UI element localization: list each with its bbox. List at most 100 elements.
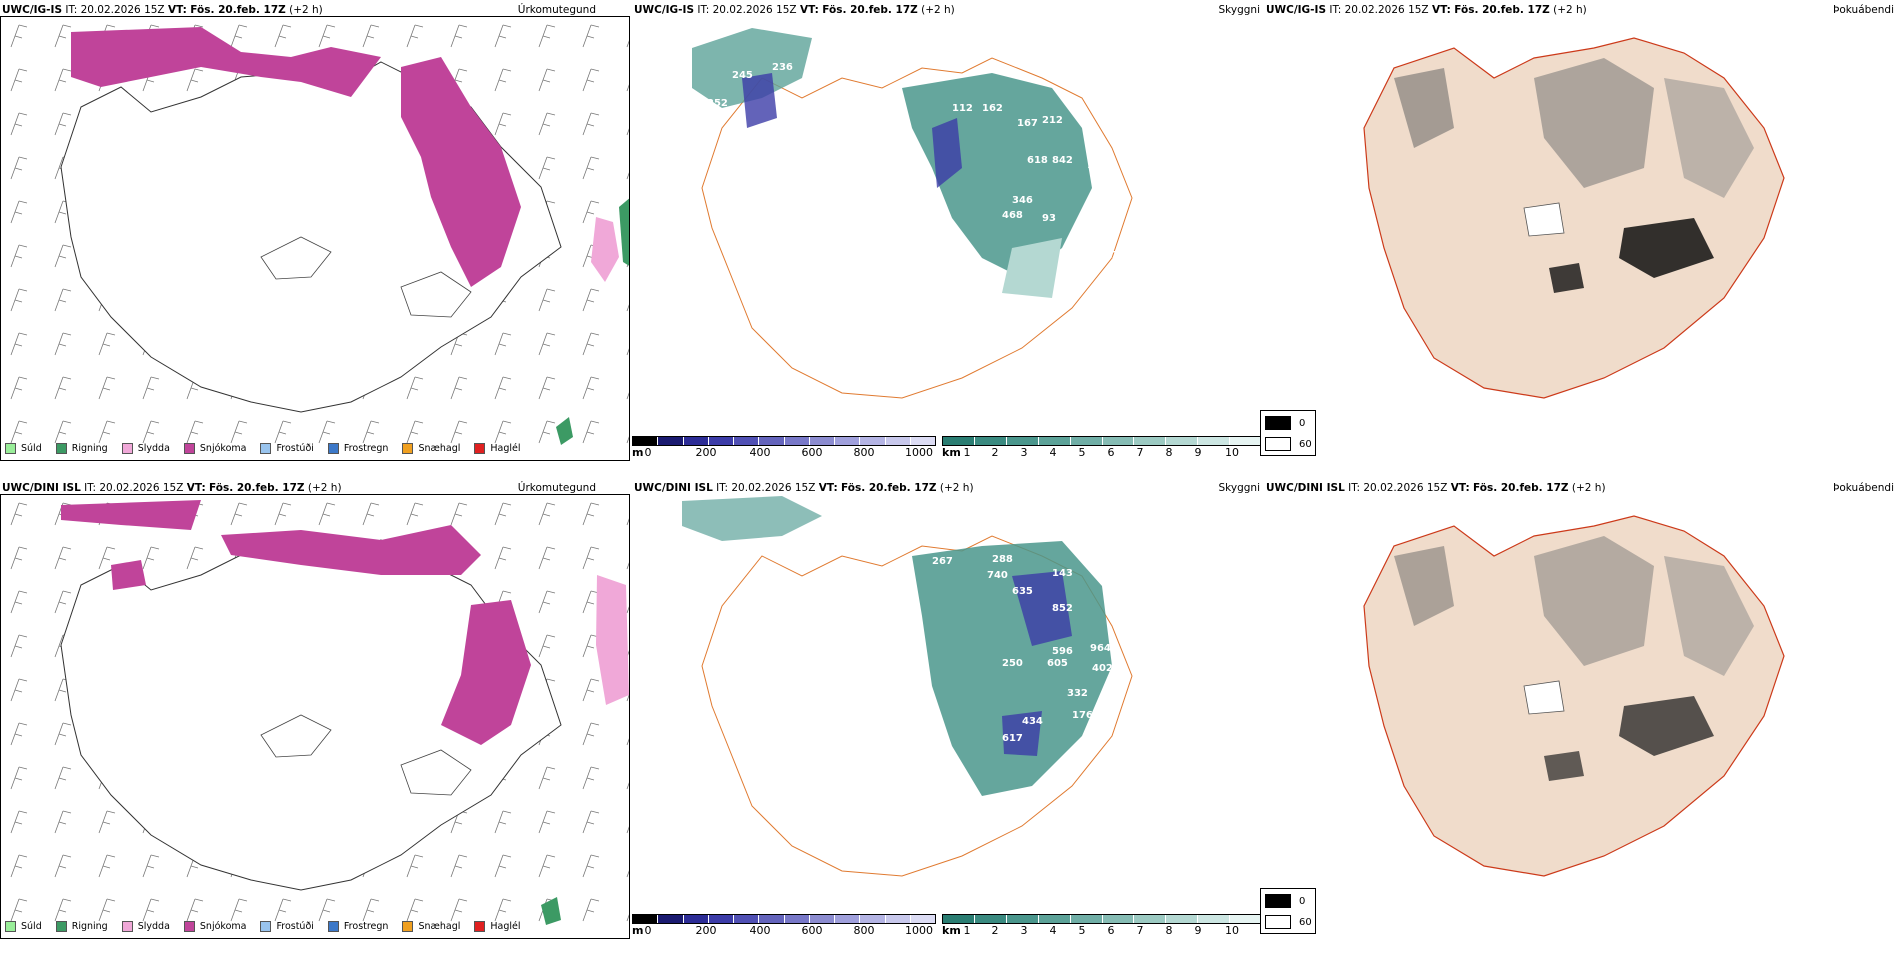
legend-label: Haglél — [490, 920, 521, 932]
legend-item: Snæhagl — [402, 442, 460, 454]
it-label: IT: — [1329, 4, 1342, 16]
legend-swatch — [260, 442, 272, 454]
fog-map — [1363, 515, 1785, 877]
legend-swatch — [55, 920, 67, 932]
tick-label: 1000 — [905, 446, 933, 459]
legend-label: Rigning — [71, 442, 108, 454]
offset-value: (+2 h) — [1553, 4, 1587, 16]
row-ig-is: UWC/IG-IS IT: 20.02.2026 15Z VT: Fös. 20… — [0, 0, 1900, 475]
model-name: UWC/DINI ISL — [1266, 482, 1345, 494]
model-name: UWC/IG-IS — [634, 4, 695, 16]
legend-swatch — [55, 442, 67, 454]
value-label: 267 — [932, 556, 953, 567]
tick-label: 2 — [991, 446, 999, 459]
tick-label: 200 — [695, 446, 717, 459]
rain-area — [619, 198, 629, 266]
legend-item: Frostregn — [327, 920, 388, 932]
glacier-outline — [260, 714, 332, 758]
precip-legend: Súld Rigning Slydda Snjókoma Frostúði Fr… — [5, 917, 521, 935]
vt-label: VT: — [1450, 482, 1470, 494]
model-name: UWC/IG-IS — [1266, 4, 1327, 16]
tick-label: 1 — [963, 924, 971, 937]
panel-header: UWC/DINI ISL IT: 20.02.2026 15Z VT: Fös.… — [1266, 482, 1606, 494]
vt-value: Fös. 20.feb. 17Z — [1454, 4, 1550, 16]
precip-map-frame: Súld Rigning Slydda Snjókoma Frostúði Fr… — [0, 494, 630, 939]
height-colorbar-strip — [632, 914, 936, 924]
fog-key-box: 0 60 — [1260, 410, 1316, 456]
legend-item: Haglél — [474, 442, 521, 454]
legend-swatch — [121, 920, 133, 932]
legend-label: Rigning — [71, 920, 108, 932]
panel-header: UWC/IG-IS IT: 20.02.2026 15Z VT: Fös. 20… — [634, 4, 955, 16]
legend-label: Súld — [21, 442, 42, 454]
low-visibility-area — [1002, 238, 1062, 298]
value-label: 618 — [1027, 155, 1048, 166]
legend-item: Snjókoma — [183, 920, 247, 932]
snow-area — [111, 560, 146, 590]
legend-item: Rigning — [55, 442, 108, 454]
snow-area — [71, 27, 381, 97]
vt-value: Fös. 20.feb. 17Z — [209, 482, 305, 494]
fog-key-row: 0 — [1265, 894, 1305, 908]
legend-swatch — [474, 920, 486, 932]
iceland-coastline — [60, 539, 562, 891]
value-label: 370 — [1072, 258, 1093, 269]
offset-value: (+2 h) — [289, 4, 323, 16]
tick-label: 6 — [1107, 446, 1115, 459]
tick-label: 1 — [963, 446, 971, 459]
fog-indicator-area — [1534, 58, 1654, 188]
model-name: UWC/DINI ISL — [2, 482, 81, 494]
value-label: 245 — [732, 70, 753, 81]
legend-item: Rigning — [55, 920, 108, 932]
value-label: 47 — [1072, 235, 1086, 246]
offset-value: (+2 h) — [939, 482, 974, 494]
visibility-value-labels: 267 288 740 143 635 852 596 964 250 605 … — [932, 554, 1123, 744]
vt-label: VT: — [1431, 4, 1451, 16]
row-dini-isl: UWC/DINI ISL IT: 20.02.2026 15Z VT: Fös.… — [0, 478, 1900, 953]
legend-swatch — [327, 920, 339, 932]
snow-area — [441, 600, 531, 745]
value-label: 162 — [982, 103, 1003, 114]
rain-area — [541, 897, 561, 925]
fog-key-label: 60 — [1299, 438, 1312, 450]
value-label: 635 — [1012, 586, 1033, 597]
low-visibility-area — [692, 28, 812, 108]
legend-item: Frostúði — [260, 442, 314, 454]
tick-label: 600 — [801, 446, 823, 459]
value-label: 156 — [1087, 160, 1108, 171]
fog-indicator-area — [1549, 263, 1584, 293]
legend-item: Snæhagl — [402, 920, 460, 932]
tick-label: 8 — [1165, 924, 1173, 937]
panel-title: Úrkomutegund — [517, 482, 596, 494]
model-name: UWC/IG-IS — [2, 4, 63, 16]
glacier-outline — [1523, 680, 1565, 715]
height-colorbar: m 0 200 400 600 800 1000 — [632, 914, 942, 944]
visibility-panel: UWC/IG-IS IT: 20.02.2026 15Z VT: Fös. 20… — [632, 0, 1264, 475]
tick-label: 400 — [749, 924, 771, 937]
visibility-value-labels: 245 236 252 112 162 167 212 618 842 346 … — [707, 62, 1118, 269]
panel-title: Þokuábendi — [1833, 482, 1894, 494]
it-value: 20.02.2026 15Z — [1344, 4, 1429, 16]
value-label: 288 — [992, 554, 1013, 565]
fog-indicator-area — [1394, 68, 1454, 148]
panel-title: Þokuábendi — [1833, 4, 1894, 16]
fog-key-label: 0 — [1299, 417, 1306, 429]
tick-label: 3 — [1020, 446, 1028, 459]
legend-item: Slydda — [121, 920, 170, 932]
vt-value: Fös. 20.feb. 17Z — [841, 482, 937, 494]
legend-label: Haglél — [490, 442, 521, 454]
tick-label: 10 — [1225, 446, 1239, 459]
tick-label: 4 — [1049, 446, 1057, 459]
legend-item: Súld — [5, 920, 42, 932]
fog-indicator-area — [1544, 751, 1584, 781]
tick-label: 800 — [853, 446, 875, 459]
legend-label: Slydda — [137, 920, 170, 932]
legend-swatch — [5, 442, 16, 454]
it-label: IT: — [697, 4, 710, 16]
low-visibility-area — [682, 496, 822, 541]
value-label: 346 — [1012, 195, 1033, 206]
panel-header: UWC/DINI ISL IT: 20.02.2026 15Z VT: Fös.… — [634, 482, 974, 494]
legend-label: Snjókoma — [199, 920, 247, 932]
tick-label: 7 — [1136, 924, 1144, 937]
km-colorbar-strip — [942, 436, 1262, 446]
